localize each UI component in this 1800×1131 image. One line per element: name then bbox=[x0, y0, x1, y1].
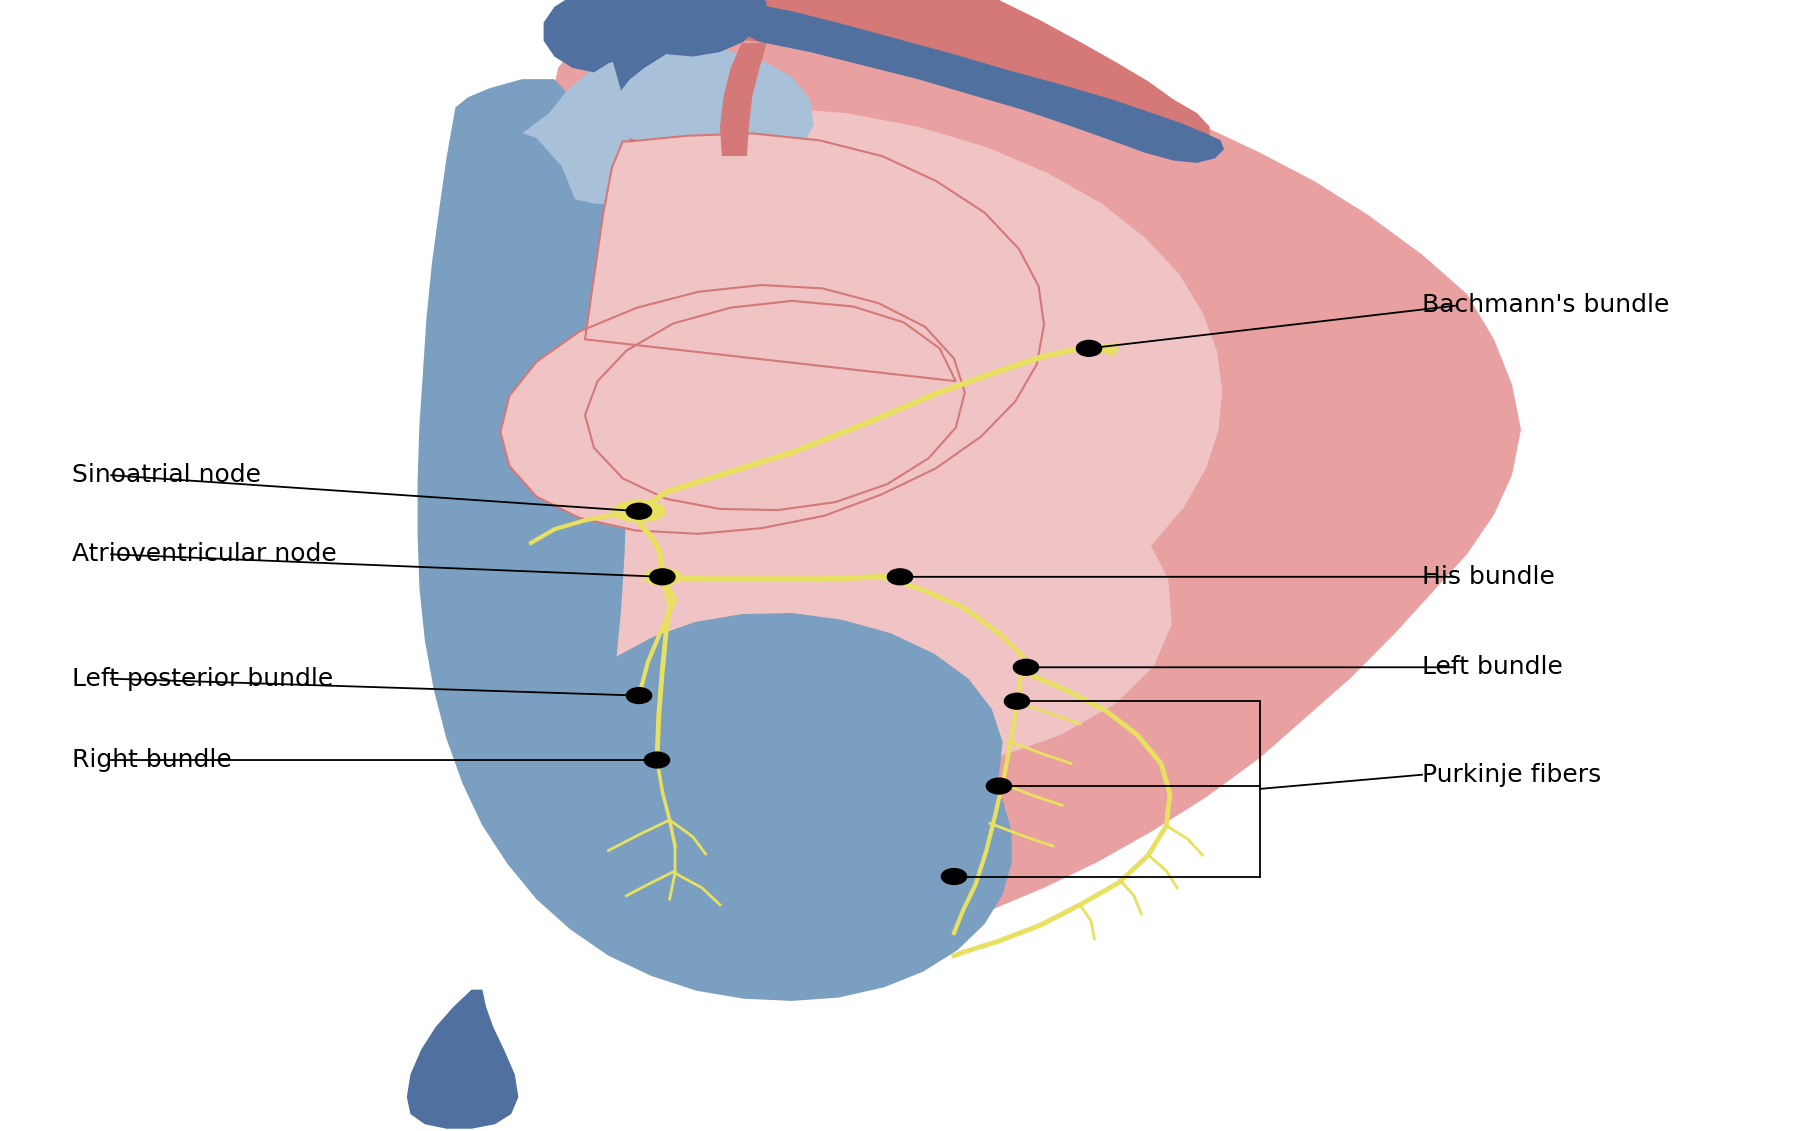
Text: Bachmann's bundle: Bachmann's bundle bbox=[1422, 293, 1669, 318]
Polygon shape bbox=[743, 2, 1224, 163]
Circle shape bbox=[626, 688, 652, 703]
Polygon shape bbox=[738, 0, 1210, 152]
Circle shape bbox=[986, 778, 1012, 794]
Polygon shape bbox=[418, 79, 1012, 1001]
Polygon shape bbox=[464, 127, 1003, 879]
Circle shape bbox=[941, 869, 967, 884]
Circle shape bbox=[650, 569, 675, 585]
Circle shape bbox=[1004, 693, 1030, 709]
Circle shape bbox=[644, 752, 670, 768]
Polygon shape bbox=[513, 133, 1037, 528]
Circle shape bbox=[1076, 340, 1102, 356]
Polygon shape bbox=[549, 23, 1521, 952]
Polygon shape bbox=[720, 43, 767, 156]
Text: His bundle: His bundle bbox=[1422, 564, 1555, 589]
Polygon shape bbox=[518, 45, 814, 206]
Text: Left bundle: Left bundle bbox=[1422, 655, 1562, 680]
Polygon shape bbox=[504, 107, 1222, 783]
Circle shape bbox=[626, 503, 652, 519]
Circle shape bbox=[1013, 659, 1039, 675]
Text: Purkinje fibers: Purkinje fibers bbox=[1422, 762, 1602, 787]
Polygon shape bbox=[500, 133, 1044, 534]
Polygon shape bbox=[608, 0, 767, 90]
Text: Atrioventricular node: Atrioventricular node bbox=[72, 542, 337, 567]
Circle shape bbox=[887, 569, 913, 585]
Ellipse shape bbox=[612, 500, 666, 523]
Polygon shape bbox=[544, 0, 662, 72]
Text: Sinoatrial node: Sinoatrial node bbox=[72, 463, 261, 487]
Text: Right bundle: Right bundle bbox=[72, 748, 232, 772]
Text: Left posterior bundle: Left posterior bundle bbox=[72, 666, 333, 691]
Polygon shape bbox=[407, 990, 518, 1129]
Ellipse shape bbox=[643, 568, 682, 586]
